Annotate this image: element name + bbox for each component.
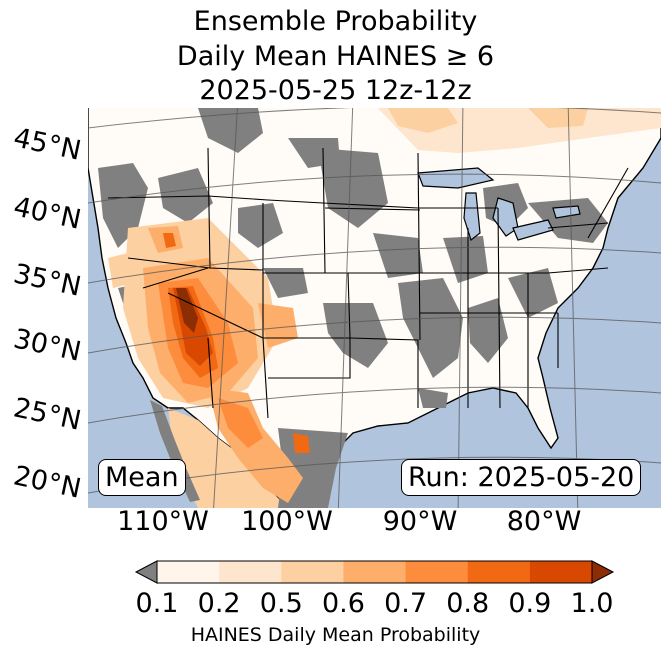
colorbar-cell xyxy=(529,561,593,583)
map-canvas xyxy=(88,108,661,508)
colorbar-tick-label: 0.8 xyxy=(446,588,490,619)
title-line-2: Daily Mean HAINES ≥ 6 xyxy=(176,41,495,72)
colorbar-over-arrow xyxy=(591,560,615,584)
colorbar-tick-label: 0.6 xyxy=(321,588,365,619)
high-probability-southwest xyxy=(108,218,310,503)
colorbar-tick-label: 0.5 xyxy=(259,588,303,619)
lon-label-110: 110°W xyxy=(117,506,209,537)
colorbar-tick-label: 0.9 xyxy=(508,588,552,619)
title-line-1: Ensemble Probability xyxy=(193,6,478,37)
colorbar-label: HAINES Daily Mean Probability xyxy=(190,624,481,646)
run-badge: Run: 2025-05-20 xyxy=(401,459,642,496)
colorbar-tick-label: 0.1 xyxy=(135,588,179,619)
colorbar-cell xyxy=(343,561,407,583)
colorbar-under-arrow xyxy=(134,560,158,584)
colorbar-cell xyxy=(467,561,531,583)
lon-label-100: 100°W xyxy=(241,506,333,537)
colorbar-tick-label: 0.7 xyxy=(384,588,428,619)
title-line-3: 2025-05-25 12z-12z xyxy=(199,75,472,106)
colorbar-cell xyxy=(405,561,469,583)
colorbar-cell xyxy=(281,561,344,583)
colorbar-cell xyxy=(219,561,282,583)
colorbar-cell xyxy=(157,561,220,583)
canada-probability-band xyxy=(198,108,661,168)
lon-label-80: 80°W xyxy=(506,506,582,537)
mexico-land xyxy=(168,408,288,508)
lon-label-90: 90°W xyxy=(382,506,458,537)
graticule xyxy=(88,108,661,508)
colorbar-outline xyxy=(156,560,593,584)
colorbar-tick-label: 1.0 xyxy=(570,588,614,619)
mean-badge: Mean xyxy=(98,459,186,496)
colorbar xyxy=(134,560,615,584)
baja-california xyxy=(150,400,200,502)
colorbar-tick-label: 0.2 xyxy=(197,588,241,619)
probability-map xyxy=(88,108,661,508)
